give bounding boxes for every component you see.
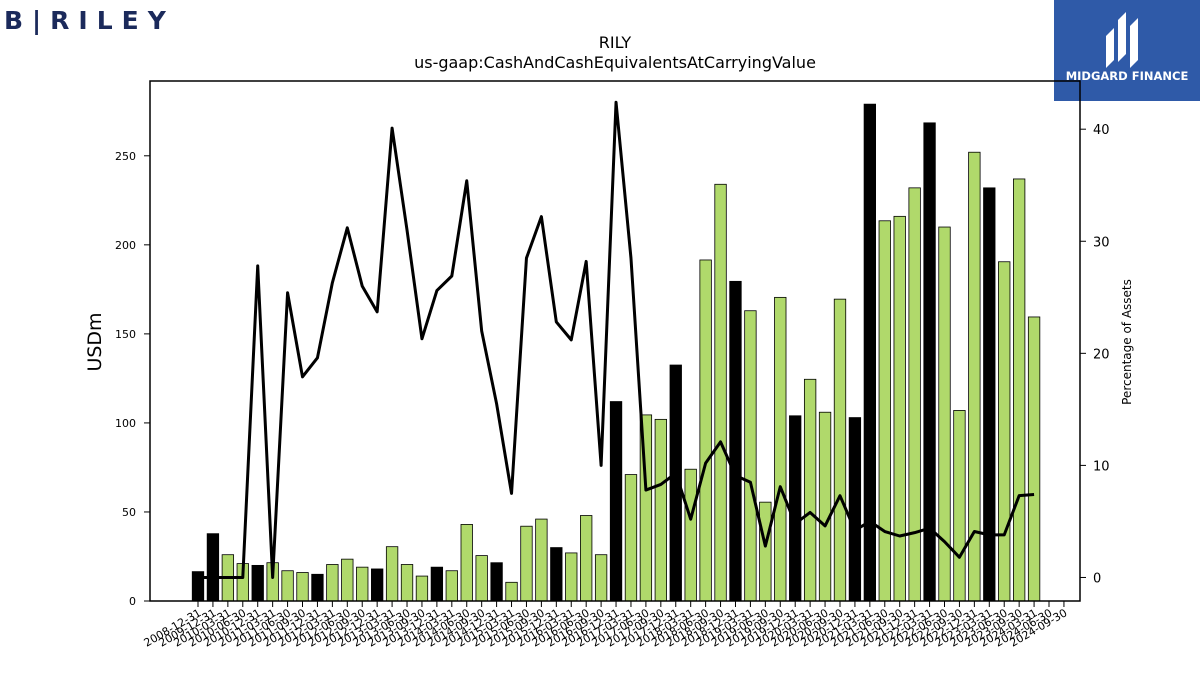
bar [505, 581, 518, 602]
bar [296, 572, 309, 602]
bar [953, 410, 966, 602]
bar [580, 515, 593, 602]
bar [729, 280, 742, 602]
y-tick-label: 150 [115, 328, 136, 341]
y-axis-label: USDm [84, 312, 106, 371]
bar [789, 415, 802, 602]
midgard-mark-icon [1106, 12, 1138, 68]
bar [759, 501, 772, 602]
bar [893, 215, 906, 602]
bar [684, 468, 697, 602]
bar [535, 518, 548, 602]
bar [356, 566, 369, 602]
chart-subtitle: us-gaap:CashAndCashEquivalentsAtCarrying… [414, 53, 816, 72]
bar [983, 187, 996, 602]
y2-tick-label: 10 [1093, 459, 1110, 474]
midgard-finance-text: MIDGARD FINANCE [1065, 69, 1189, 83]
bar [251, 564, 264, 602]
bar [774, 296, 787, 602]
y2-tick-label: 20 [1093, 347, 1110, 362]
bar [594, 554, 608, 602]
bar [565, 552, 578, 602]
bar [490, 562, 503, 602]
b-riley-logo-text: B|RILEY [4, 6, 175, 35]
bar [609, 401, 623, 602]
bar [818, 411, 832, 602]
chart-title: RILY [599, 33, 632, 52]
bar [326, 564, 339, 602]
midgard-finance-logo: MIDGARD FINANCE [1054, 0, 1200, 101]
y2-axis-label: Percentage of Assets [1120, 279, 1134, 405]
plot-area: 0501001502002500102030402008-12-312009-1… [115, 80, 1110, 650]
b-riley-logo: B|RILEY [0, 0, 200, 45]
bar [654, 418, 667, 602]
y-tick-label: 250 [115, 150, 136, 163]
bar [744, 310, 757, 602]
bar [400, 564, 414, 602]
y2-tick-label: 0 [1093, 571, 1101, 586]
bar [848, 417, 862, 602]
bar [908, 187, 921, 602]
bar [385, 546, 399, 602]
bar [520, 525, 533, 602]
bar [699, 259, 712, 602]
bar [445, 570, 458, 602]
bar [1027, 316, 1041, 602]
bar [281, 570, 294, 602]
bar [863, 103, 876, 602]
bar [803, 378, 817, 602]
y-tick-label: 50 [122, 506, 136, 519]
bar [550, 547, 563, 602]
percentage-line [198, 100, 1035, 579]
bar [1013, 178, 1026, 602]
y-tick-label: 100 [115, 417, 136, 430]
bar [714, 183, 727, 602]
bar [371, 568, 384, 602]
y-tick-label: 200 [115, 239, 136, 252]
bar [878, 220, 891, 602]
bar [341, 558, 354, 602]
y-tick-label: 0 [129, 595, 136, 608]
bar [833, 298, 847, 602]
bar [624, 474, 638, 602]
y2-tick-label: 40 [1093, 123, 1110, 138]
bar [475, 555, 488, 602]
plot-frame [149, 80, 1081, 602]
bar [460, 524, 473, 602]
bar [998, 261, 1011, 602]
bar [311, 573, 324, 602]
bar [415, 575, 429, 602]
y2-tick-label: 30 [1093, 235, 1110, 250]
bar [206, 533, 220, 602]
bar [430, 566, 444, 602]
